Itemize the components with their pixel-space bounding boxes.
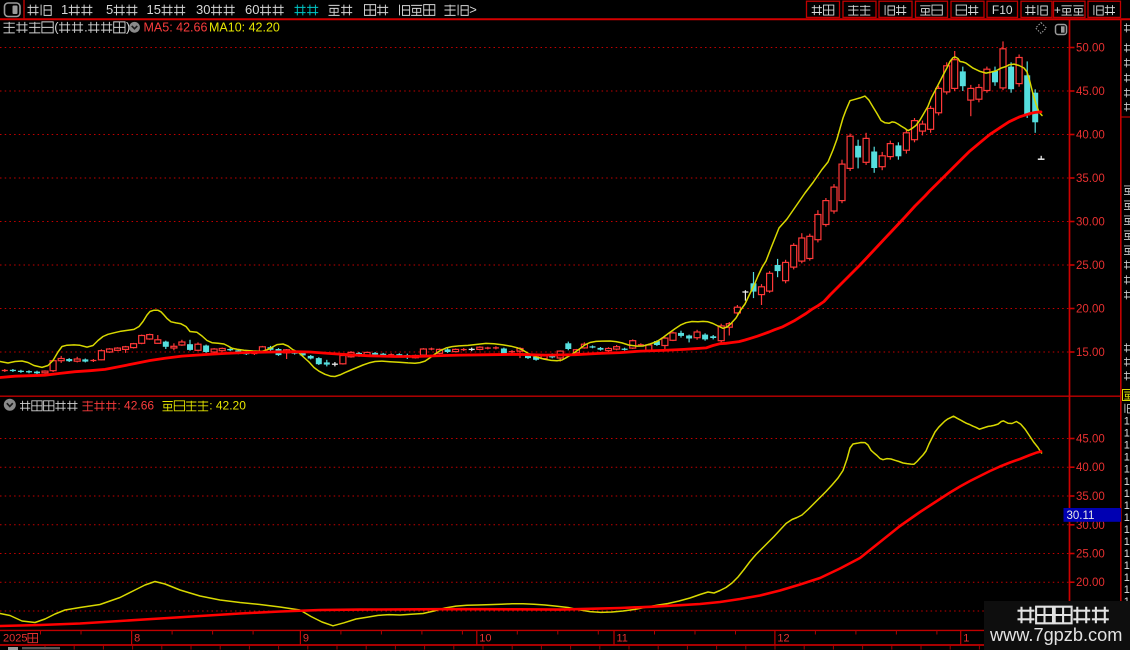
svg-text:15: 15 [147,2,161,17]
svg-text:1: 1 [1124,500,1130,512]
svg-text:MA10: 42.20: MA10: 42.20 [209,21,280,35]
svg-text:1: 1 [61,2,68,17]
svg-text:15.00: 15.00 [1076,347,1105,359]
svg-text:(: ( [54,20,59,35]
svg-text:1: 1 [1124,464,1130,476]
svg-text:www.7gpzb.com: www.7gpzb.com [989,625,1122,645]
svg-text:30.00: 30.00 [1076,217,1105,229]
svg-text:35.00: 35.00 [1076,173,1105,185]
svg-text:1: 1 [1124,416,1130,428]
svg-text:2025: 2025 [3,633,27,645]
svg-text:30.00: 30.00 [1076,520,1105,532]
svg-text:1: 1 [1124,488,1130,500]
svg-text:25.00: 25.00 [1076,260,1105,272]
svg-text:1: 1 [1124,548,1130,560]
svg-text:20.00: 20.00 [1076,304,1105,316]
svg-text:45.00: 45.00 [1076,434,1105,446]
svg-text:40.00: 40.00 [1076,462,1105,474]
svg-text:>: > [469,2,477,17]
svg-text:30: 30 [196,2,210,17]
svg-text:1: 1 [1124,452,1130,464]
svg-text:45.00: 45.00 [1076,86,1105,98]
svg-text:1: 1 [1124,584,1130,596]
svg-text:10: 10 [479,633,491,645]
svg-text:1: 1 [1124,560,1130,572]
svg-text:1: 1 [963,633,969,645]
svg-text:: 42.20: : 42.20 [209,399,246,413]
svg-text:F10: F10 [992,3,1013,17]
svg-text:1: 1 [1124,476,1130,488]
svg-text:.: . [84,20,88,35]
svg-text:40.00: 40.00 [1076,130,1105,142]
svg-text:8: 8 [134,633,140,645]
svg-text:1: 1 [1124,512,1130,524]
svg-text:1: 1 [1124,572,1130,584]
svg-text:1: 1 [1124,428,1130,440]
svg-text:9: 9 [303,633,309,645]
svg-text:5: 5 [106,2,113,17]
svg-text:30.11: 30.11 [1067,510,1095,522]
svg-text:1: 1 [1124,440,1130,452]
svg-text:MA5: 42.66: MA5: 42.66 [144,21,208,35]
svg-text:: 42.66: : 42.66 [117,399,154,413]
svg-text:20.00: 20.00 [1076,577,1105,589]
svg-text:1: 1 [1124,536,1130,548]
svg-text:+: + [1054,3,1061,17]
svg-text:60: 60 [245,2,259,17]
svg-text:25.00: 25.00 [1076,549,1105,561]
svg-text:50.00: 50.00 [1076,43,1105,55]
svg-text:): ) [126,20,130,35]
svg-text:11: 11 [617,633,628,645]
svg-text:12: 12 [777,633,789,645]
svg-text:1: 1 [1124,524,1130,536]
svg-text:35.00: 35.00 [1076,491,1105,503]
